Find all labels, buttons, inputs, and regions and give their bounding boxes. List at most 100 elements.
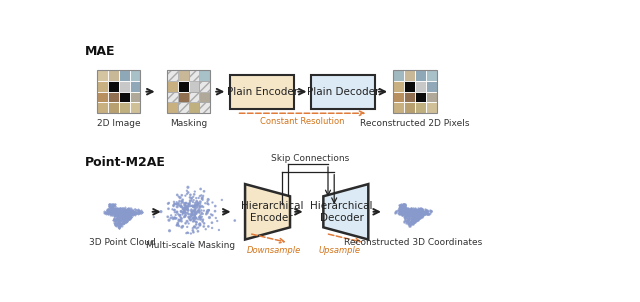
- Point: [402, 212, 412, 217]
- Point: [397, 209, 408, 214]
- Point: [410, 215, 420, 220]
- Point: [186, 231, 196, 236]
- Point: [414, 216, 424, 221]
- Polygon shape: [323, 184, 368, 239]
- Point: [420, 209, 431, 214]
- Point: [414, 212, 424, 217]
- Point: [179, 210, 189, 215]
- Point: [186, 217, 196, 222]
- Point: [399, 211, 409, 216]
- Point: [177, 204, 187, 209]
- Point: [173, 220, 183, 225]
- Point: [419, 211, 429, 216]
- Point: [408, 212, 418, 217]
- Bar: [426, 70, 436, 81]
- Point: [404, 214, 415, 219]
- Point: [399, 201, 410, 206]
- Point: [415, 208, 425, 213]
- Point: [196, 210, 207, 215]
- Point: [396, 207, 406, 212]
- Point: [414, 214, 424, 219]
- Point: [183, 214, 193, 219]
- Point: [403, 209, 413, 214]
- Point: [417, 211, 428, 216]
- Point: [202, 199, 212, 204]
- Point: [407, 211, 417, 216]
- Point: [407, 209, 417, 214]
- Point: [412, 213, 422, 217]
- Point: [198, 198, 208, 202]
- Point: [405, 222, 415, 227]
- Point: [410, 209, 420, 214]
- Point: [397, 207, 408, 212]
- Point: [195, 215, 205, 220]
- Point: [415, 206, 426, 211]
- Bar: [97, 92, 108, 102]
- Point: [412, 208, 422, 213]
- Point: [417, 210, 428, 215]
- Point: [409, 209, 419, 214]
- Point: [189, 209, 200, 214]
- Bar: [189, 70, 199, 81]
- Point: [406, 207, 417, 212]
- Point: [410, 207, 420, 212]
- Point: [175, 213, 185, 218]
- Point: [402, 208, 412, 213]
- Point: [397, 204, 408, 208]
- Point: [408, 216, 418, 221]
- Point: [195, 199, 205, 204]
- Point: [406, 206, 416, 211]
- Point: [405, 221, 415, 226]
- Point: [400, 205, 410, 210]
- Point: [404, 213, 414, 218]
- Point: [399, 201, 410, 206]
- Point: [182, 206, 193, 211]
- Point: [179, 209, 189, 214]
- Point: [412, 209, 422, 214]
- Point: [413, 211, 423, 216]
- Point: [412, 211, 422, 216]
- Point: [402, 210, 412, 214]
- Point: [401, 213, 412, 217]
- Point: [422, 209, 433, 214]
- Bar: [404, 81, 415, 92]
- Point: [408, 212, 419, 217]
- Point: [191, 211, 202, 216]
- Point: [412, 218, 422, 223]
- Point: [415, 210, 425, 215]
- Point: [409, 219, 419, 223]
- Point: [403, 220, 413, 225]
- Point: [404, 221, 414, 226]
- Point: [199, 221, 209, 226]
- Point: [419, 211, 429, 216]
- Point: [183, 185, 193, 190]
- Bar: [415, 102, 426, 113]
- Point: [412, 214, 422, 219]
- Point: [193, 203, 203, 207]
- Point: [195, 204, 205, 208]
- Point: [414, 210, 424, 215]
- Point: [415, 207, 425, 212]
- Point: [191, 199, 202, 204]
- Point: [419, 209, 429, 214]
- Point: [168, 207, 178, 212]
- Point: [426, 208, 436, 213]
- Point: [186, 198, 196, 203]
- Point: [189, 212, 200, 217]
- Point: [396, 204, 406, 208]
- Point: [422, 211, 433, 216]
- Point: [418, 209, 428, 214]
- Point: [410, 209, 420, 214]
- Point: [163, 206, 173, 211]
- Point: [394, 206, 404, 211]
- Point: [198, 224, 209, 229]
- Point: [395, 208, 405, 213]
- Point: [415, 208, 425, 213]
- Point: [410, 209, 420, 214]
- Point: [414, 209, 424, 214]
- Point: [394, 211, 404, 216]
- Point: [198, 211, 208, 216]
- Point: [401, 213, 411, 218]
- Point: [397, 212, 408, 217]
- Point: [401, 210, 412, 215]
